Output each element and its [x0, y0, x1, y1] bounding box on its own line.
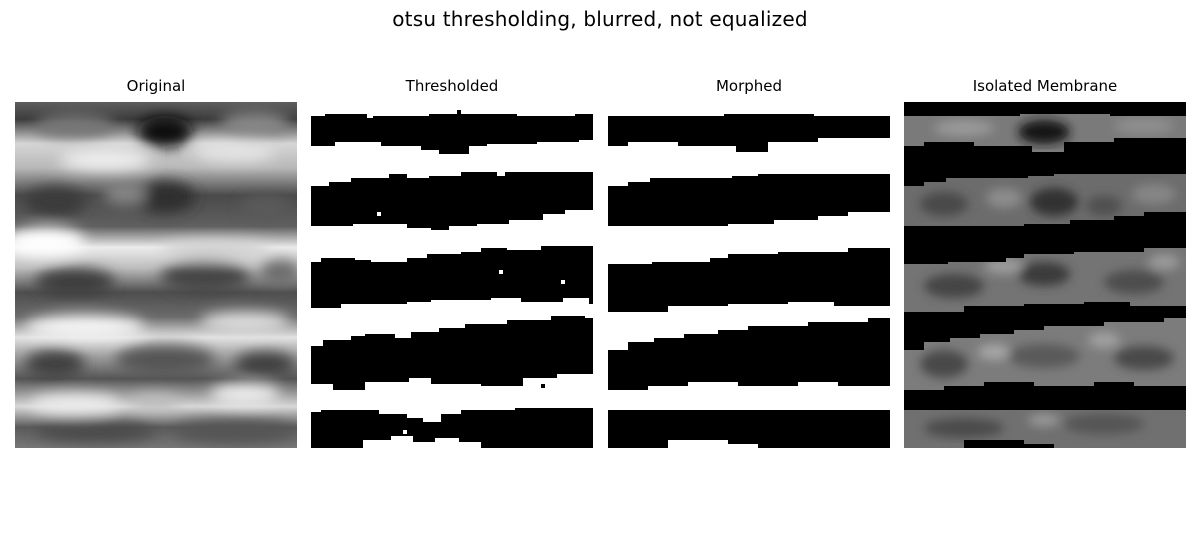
original-image-svg: [15, 102, 297, 448]
thresholded-image: [311, 102, 593, 448]
panel-title-original: Original: [126, 77, 186, 95]
figure-title: otsu thresholding, blurred, not equalize…: [392, 7, 808, 31]
original-image: [15, 102, 297, 448]
isolated-membrane-image: [904, 102, 1186, 448]
morphed-image-svg: [608, 102, 890, 448]
thresholded-image-svg: [311, 102, 593, 448]
panel-title-thresholded: Thresholded: [405, 77, 499, 95]
isolated-membrane-image-svg: [904, 102, 1186, 448]
panel-title-morphed: Morphed: [715, 77, 783, 95]
morphed-image: [608, 102, 890, 448]
panel-title-isolated-membrane: Isolated Membrane: [972, 77, 1118, 95]
